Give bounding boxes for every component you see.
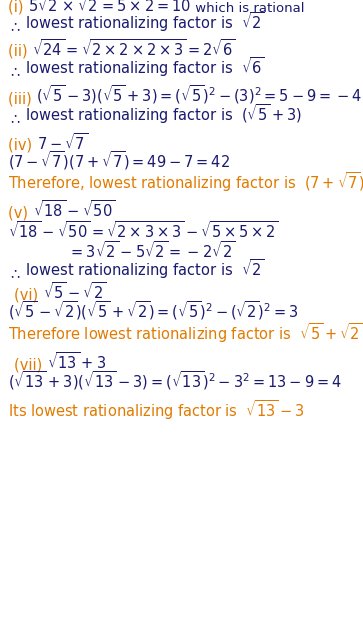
Text: $\sqrt{18} - \sqrt{50} = \sqrt{2\times3\times3} - \sqrt{5\times5\times2}$: $\sqrt{18} - \sqrt{50} = \sqrt{2\times3\…	[8, 220, 279, 241]
Text: which is rational: which is rational	[191, 2, 305, 15]
Text: (ii): (ii)	[8, 44, 32, 59]
Text: lowest rationalizing factor is  $(\sqrt{5}+3)$: lowest rationalizing factor is $(\sqrt{5…	[21, 102, 302, 126]
Text: Therefore lowest rationalizing factor is  $\sqrt{5}+\sqrt{2}$: Therefore lowest rationalizing factor is…	[8, 321, 363, 345]
Text: $5\sqrt{2} \times \sqrt{2} = 5 \times 2 = 10$: $5\sqrt{2} \times \sqrt{2} = 5 \times 2 …	[28, 0, 191, 15]
Text: $7 - \sqrt{7}$: $7 - \sqrt{7}$	[37, 132, 88, 153]
Text: $\sqrt{5} - \sqrt{2}$: $\sqrt{5} - \sqrt{2}$	[43, 281, 106, 302]
Text: $(\sqrt{5}-\sqrt{2})(\sqrt{5}+\sqrt{2}) = (\sqrt{5})^{2}-(\sqrt{2})^{2} = 3$: $(\sqrt{5}-\sqrt{2})(\sqrt{5}+\sqrt{2}) …	[8, 299, 298, 322]
Text: Its lowest rationalizing factor is  $\sqrt{13}-3$: Its lowest rationalizing factor is $\sqr…	[8, 398, 305, 422]
Text: $\therefore$: $\therefore$	[8, 266, 21, 281]
Text: $(\sqrt{13}+3)(\sqrt{13}-3) = (\sqrt{13})^{2}-3^{2} = 13-9=4$: $(\sqrt{13}+3)(\sqrt{13}-3) = (\sqrt{13}…	[8, 369, 342, 392]
Text: lowest rationalizing factor is  $\sqrt{2}$: lowest rationalizing factor is $\sqrt{2}…	[21, 10, 265, 34]
Text: (i): (i)	[8, 0, 28, 15]
Text: Therefore, lowest rationalizing factor is  $(7+\sqrt{7})$: Therefore, lowest rationalizing factor i…	[8, 170, 363, 194]
Text: (vii): (vii)	[14, 357, 47, 372]
Text: (iv): (iv)	[8, 138, 37, 153]
Text: (v): (v)	[8, 205, 33, 220]
Text: $(7-\sqrt{7})(7+\sqrt{7}) = 49-7 = 42$: $(7-\sqrt{7})(7+\sqrt{7}) = 49-7 = 42$	[8, 149, 230, 172]
Text: $\therefore$: $\therefore$	[8, 64, 21, 79]
Text: $\therefore$: $\therefore$	[8, 19, 21, 34]
Text: lowest rationalizing factor is  $\sqrt{2}$: lowest rationalizing factor is $\sqrt{2}…	[21, 257, 265, 281]
Text: $\sqrt{18} - \sqrt{50}$: $\sqrt{18} - \sqrt{50}$	[33, 199, 115, 220]
Text: $= 3\sqrt{2} - 5\sqrt{2} = -2\sqrt{2}$: $= 3\sqrt{2} - 5\sqrt{2} = -2\sqrt{2}$	[68, 240, 235, 261]
Text: $(\sqrt{5}-3)(\sqrt{5}+3) = (\sqrt{5})^{2} - (3)^{2} = 5-9 = -4$: $(\sqrt{5}-3)(\sqrt{5}+3) = (\sqrt{5})^{…	[36, 83, 362, 106]
Text: (iii): (iii)	[8, 91, 36, 106]
Text: lowest rationalizing factor is  $\sqrt{6}$: lowest rationalizing factor is $\sqrt{6}…	[21, 55, 265, 79]
Text: $\sqrt{13}+3$: $\sqrt{13}+3$	[47, 351, 106, 372]
Text: $\sqrt{24} = \sqrt{2 \times 2 \times 2 \times 3} = 2\sqrt{6}$: $\sqrt{24} = \sqrt{2 \times 2 \times 2 \…	[32, 38, 236, 59]
Text: (vi): (vi)	[14, 287, 43, 302]
Text: $\therefore$: $\therefore$	[8, 111, 21, 126]
